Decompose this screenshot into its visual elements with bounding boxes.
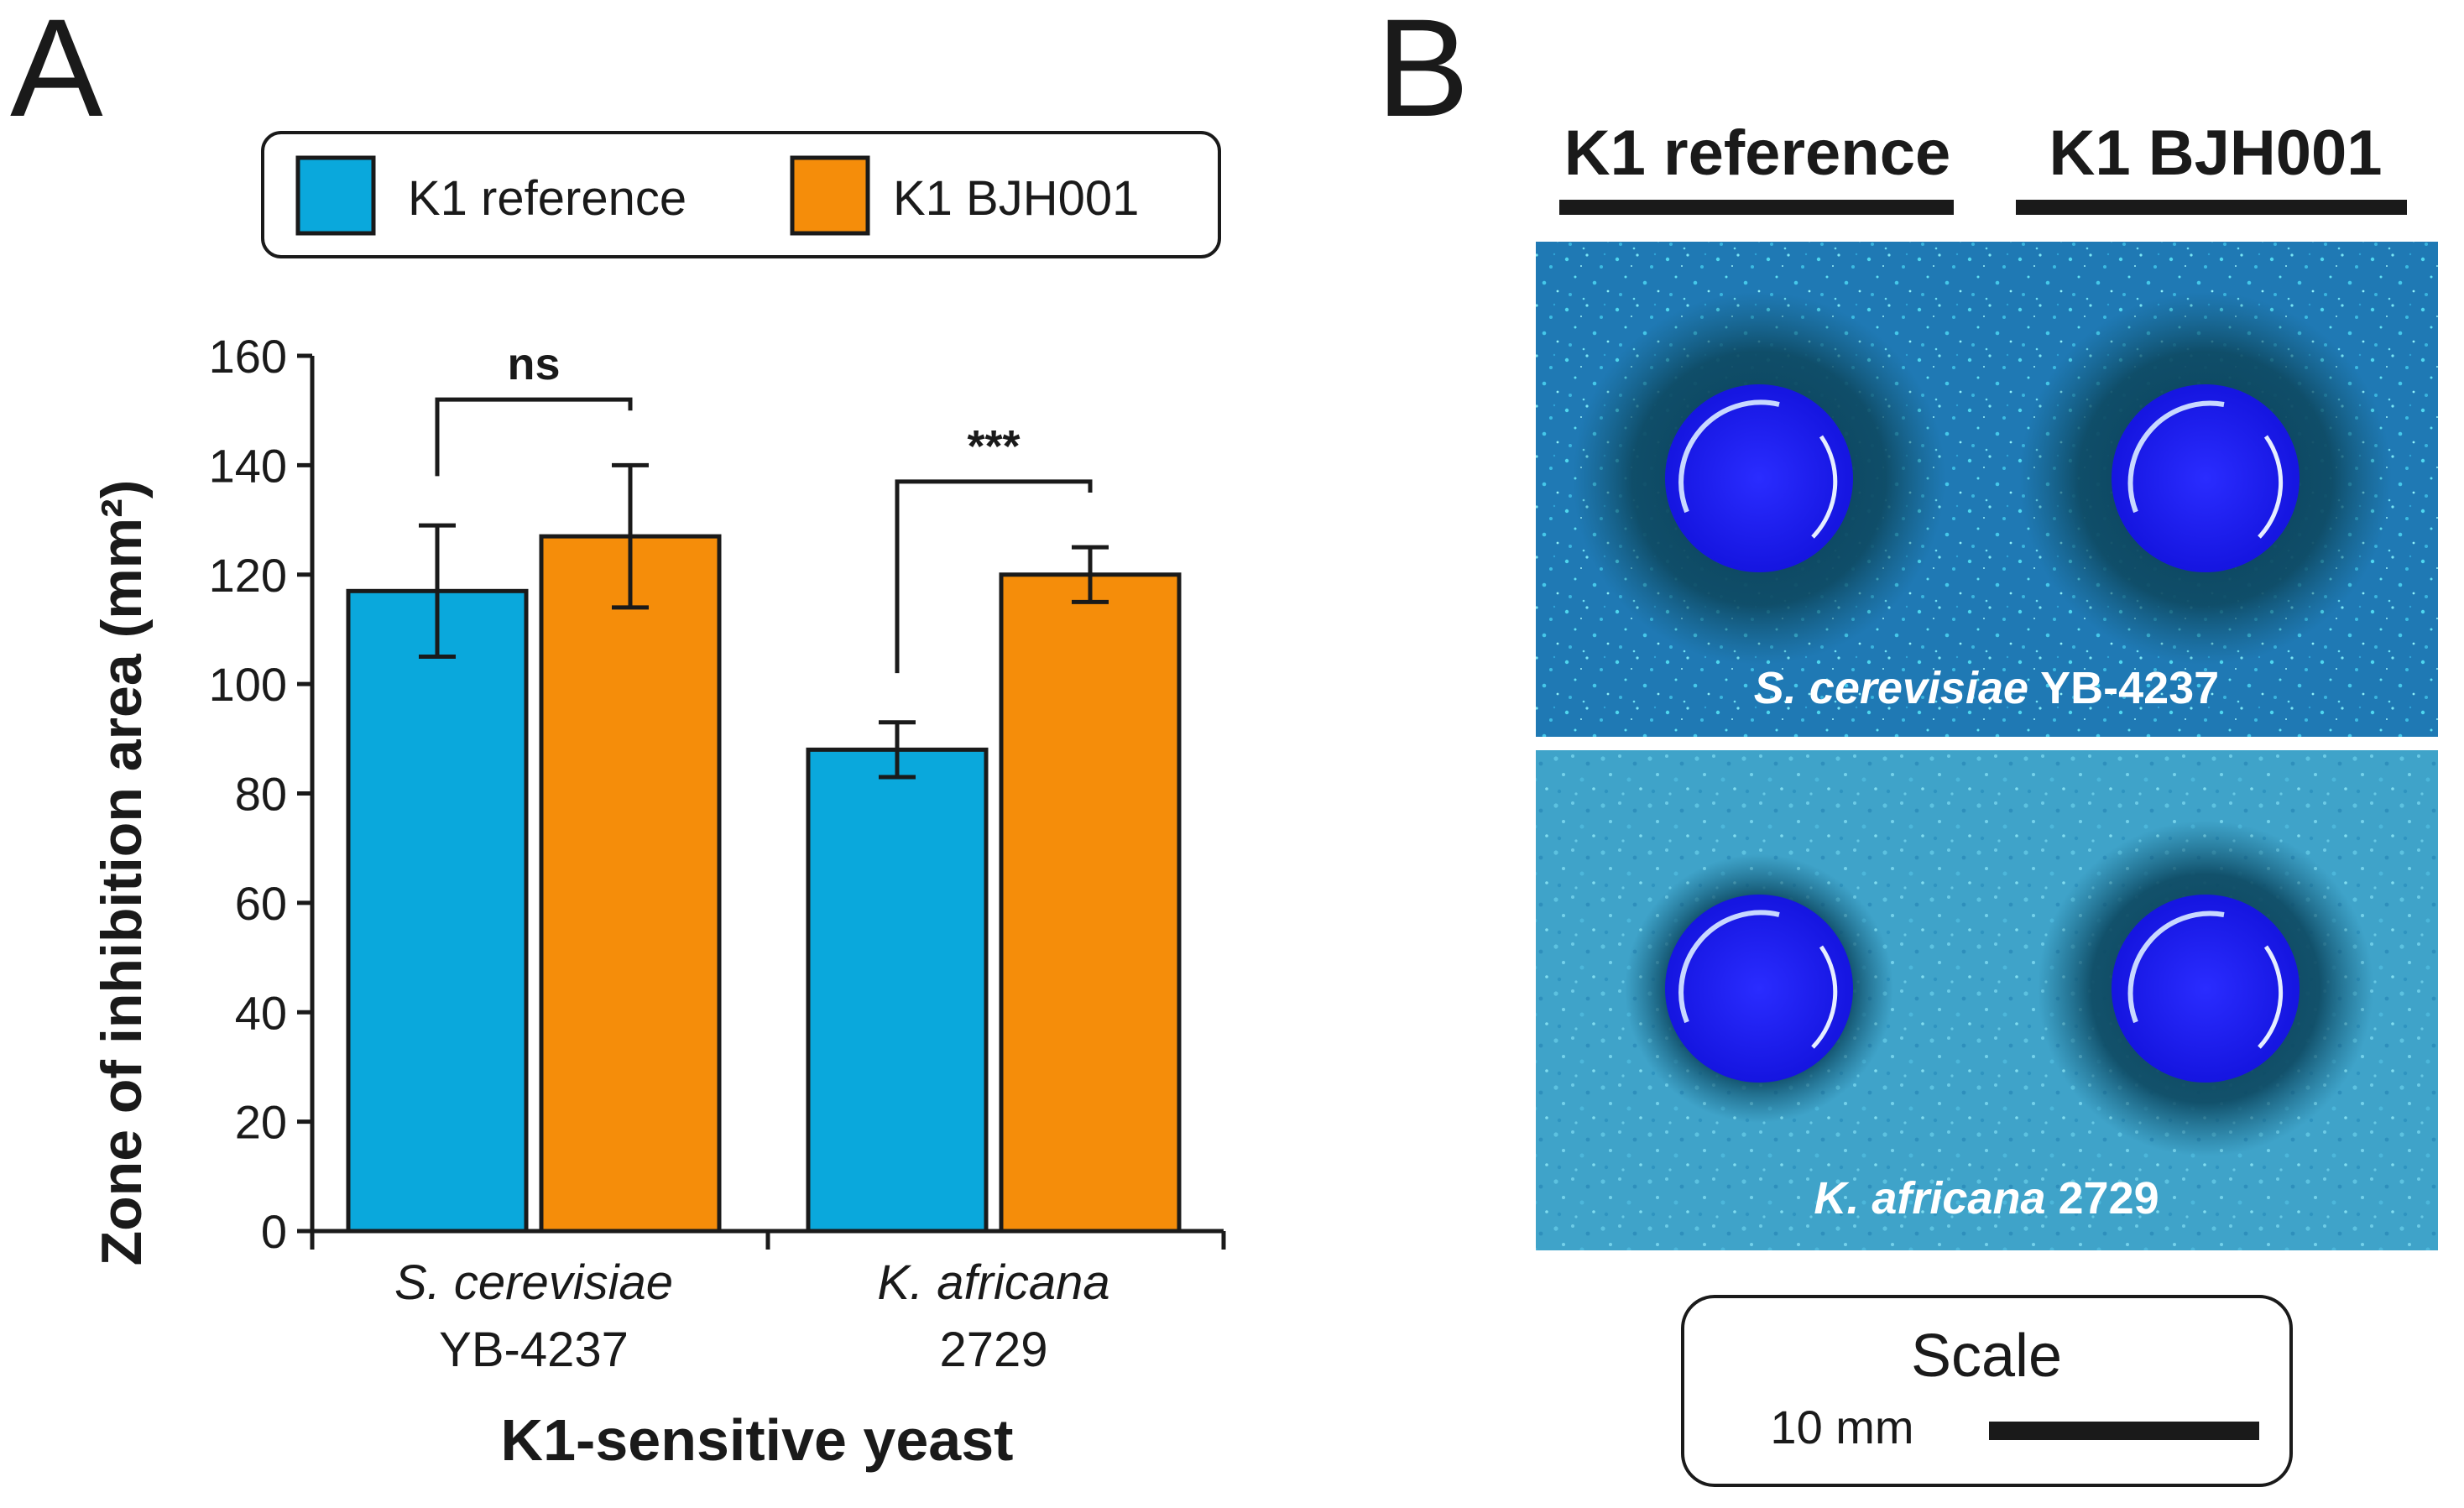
chart-axes: 0 20 40 60 80 100 120 140 160 (209, 330, 1226, 1258)
plate-column-underline-1 (1559, 200, 1954, 215)
category-strain-2: 2729 (939, 1323, 1047, 1377)
plate-species-bottom: K. africana (1814, 1173, 2045, 1224)
legend-label-k1-reference: K1 reference (408, 171, 686, 226)
antibiotic-disc (2112, 384, 2300, 572)
y-axis-label: Zone of inhibition area (mm²) (90, 480, 154, 1266)
antibiotic-disc (2112, 895, 2300, 1083)
y-tick-label: 100 (209, 658, 287, 711)
y-tick-label: 80 (235, 768, 287, 821)
legend-swatch-k1-reference (295, 155, 376, 236)
bar-k1-bjh001-1 (539, 534, 722, 1234)
bar-k1-bjh001-2 (999, 572, 1182, 1234)
chart-bars (346, 462, 1182, 1234)
antibiotic-disc (1665, 895, 1853, 1083)
antibiotic-disc (1665, 384, 1853, 572)
scale-bar (1989, 1422, 2259, 1440)
significance-bracket (895, 479, 1093, 674)
scale-title: Scale (1911, 1323, 2062, 1390)
plate-strain-bottom: 2729 (2059, 1173, 2159, 1224)
bar-k1-reference-1 (346, 588, 529, 1234)
plate-species-top: S. cerevisiae (1754, 663, 2028, 713)
plate-label-bottom: K. africana 2729 (1814, 1173, 2159, 1224)
y-tick-label: 60 (235, 877, 287, 930)
scale-length-label: 10 mm (1770, 1401, 1913, 1453)
plate-image-bottom: K. africana 2729 (1536, 750, 2438, 1250)
legend-swatch-k1-bjh001 (790, 155, 870, 236)
scale-box: Scale 10 mm (1681, 1295, 2293, 1487)
y-tick-label: 0 (261, 1205, 287, 1258)
bar-k1-reference-2 (806, 747, 989, 1234)
y-tick-label: 120 (209, 549, 287, 602)
y-tick-label: 20 (235, 1096, 287, 1149)
y-tick-label: 160 (209, 330, 287, 383)
panel-b-label: B (1376, 0, 1470, 146)
plate-image-top: S. cerevisiae YB-4237 (1536, 242, 2438, 737)
significance-label: ns (507, 339, 560, 389)
significance-label: *** (967, 421, 1020, 472)
plate-label-top: S. cerevisiae YB-4237 (1754, 663, 2219, 713)
significance-brackets: ns *** (435, 339, 1093, 674)
legend-label-k1-bjh001: K1 BJH001 (893, 171, 1139, 226)
category-name-1: S. cerevisiae (394, 1255, 673, 1310)
plate-strain-top: YB-4237 (2040, 663, 2219, 713)
y-tick-label: 40 (235, 986, 287, 1039)
category-name-2: K. africana (877, 1255, 1109, 1310)
y-tick-label: 140 (209, 439, 287, 492)
plate-column-header-2: K1 BJH001 (2049, 117, 2382, 189)
x-axis-label: K1-sensitive yeast (501, 1407, 1014, 1473)
category-strain-1: YB-4237 (439, 1323, 629, 1377)
legend: K1 reference K1 BJH001 (261, 131, 1221, 258)
plate-column-header-1: K1 reference (1564, 117, 1951, 189)
plate-column-underline-2 (2016, 200, 2407, 215)
significance-bracket (435, 397, 633, 477)
panel-a-label: A (10, 0, 103, 146)
